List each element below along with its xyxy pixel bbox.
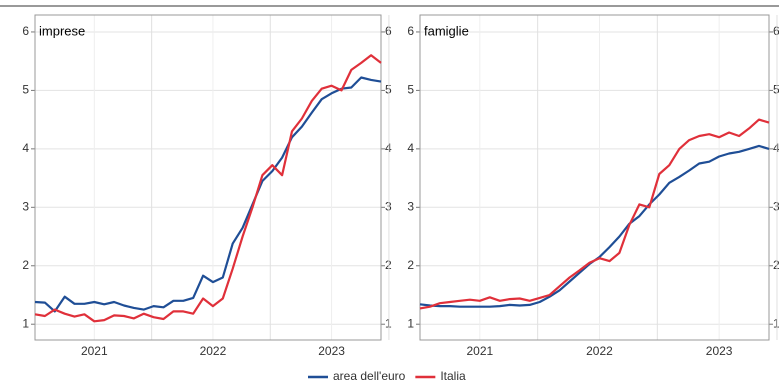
plot-frame <box>419 14 770 341</box>
y-tick-label: 2 <box>773 258 779 272</box>
y-tick-label: 4 <box>773 141 779 155</box>
plot-frame <box>34 14 382 341</box>
x-tick-label: 2022 <box>200 344 227 358</box>
series-line <box>419 118 770 310</box>
y-tick-label: 4 <box>22 141 29 155</box>
panel-title: famiglie <box>424 23 469 38</box>
y-tick-label: 5 <box>407 83 414 97</box>
y-tick-label: 2 <box>22 258 29 272</box>
series-line <box>34 76 382 313</box>
y-tick-label: 3 <box>773 199 779 213</box>
y-tick-label: 6 <box>773 24 779 38</box>
y-tick-label: 6 <box>407 24 414 38</box>
y-tick-label: 1 <box>773 316 779 330</box>
x-tick-label: 2022 <box>586 344 613 358</box>
series-line <box>34 54 382 323</box>
x-tick-label: 2021 <box>466 344 493 358</box>
y-tick-label: 3 <box>407 199 414 213</box>
y-tick-label: 1 <box>22 316 29 330</box>
y-tick-label: 6 <box>22 24 29 38</box>
legend-label: area dell'euro <box>333 369 406 383</box>
y-tick-label: 3 <box>22 199 29 213</box>
y-tick-label: 2 <box>407 258 414 272</box>
legend-label: Italia <box>440 369 466 383</box>
x-tick-label: 2023 <box>318 344 345 358</box>
y-tick-label: 4 <box>407 141 414 155</box>
y-tick-label: 5 <box>773 83 779 97</box>
y-tick-label: 5 <box>22 83 29 97</box>
x-tick-label: 2023 <box>706 344 733 358</box>
series-line <box>419 144 770 308</box>
x-tick-label: 2021 <box>81 344 108 358</box>
panel-title: imprese <box>39 23 85 38</box>
y-tick-label: 1 <box>407 316 414 330</box>
